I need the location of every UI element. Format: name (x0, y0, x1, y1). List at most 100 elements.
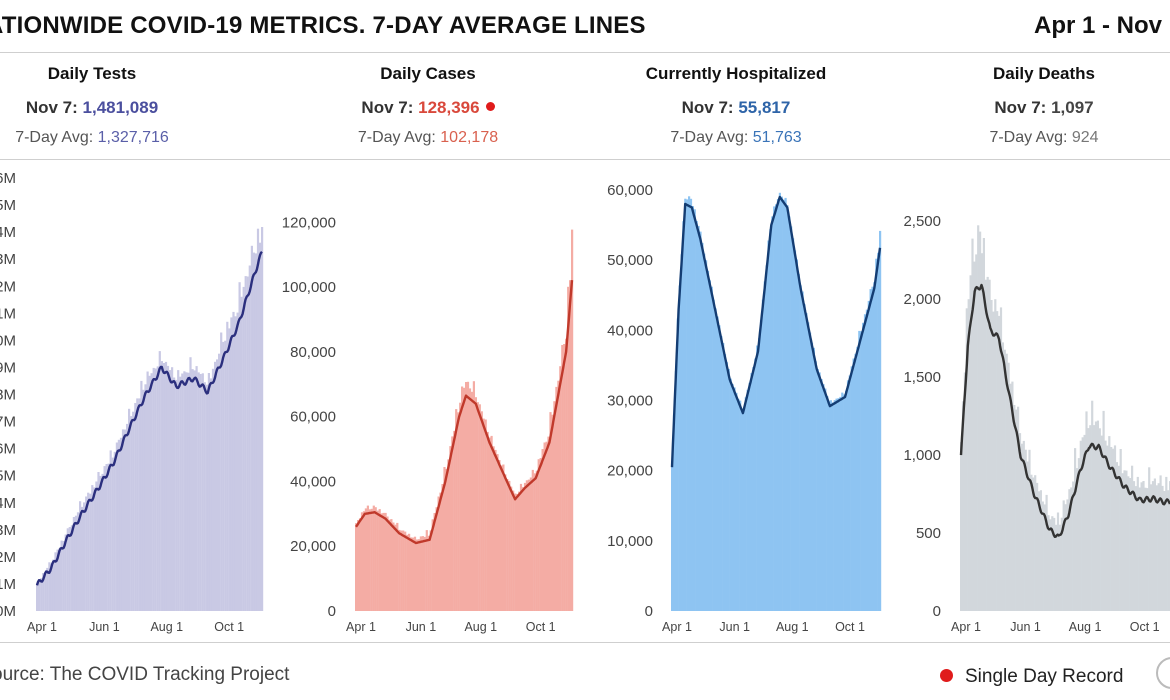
daily-bar (366, 505, 369, 611)
daily-bar (58, 548, 61, 611)
daily-bar (119, 437, 123, 611)
daily-bar (1058, 524, 1061, 611)
daily-bar (775, 204, 778, 612)
header-divider (0, 159, 1170, 160)
y-tick-label: 40,000 (290, 474, 336, 491)
daily-bar (46, 567, 49, 611)
daily-bar (818, 372, 821, 611)
daily-bar (875, 258, 878, 611)
daily-bar (506, 479, 509, 611)
daily-bar (1108, 436, 1111, 611)
daily-bar (805, 313, 808, 611)
daily-bar (209, 378, 213, 611)
metric-header-cases: Daily Cases Nov 7: 128,396 7-Day Avg: 10… (282, 53, 574, 159)
daily-bar (984, 279, 987, 611)
daily-bar (831, 402, 834, 611)
daily-bar (547, 436, 550, 611)
daily-bar (521, 487, 525, 611)
daily-bar (64, 534, 67, 611)
daily-bar (682, 221, 685, 611)
daily-bar (97, 472, 100, 611)
daily-bar (242, 286, 245, 611)
daily-bar (1015, 409, 1018, 611)
daily-bar (484, 419, 487, 611)
daily-bar (1151, 481, 1155, 611)
daily-bar (1047, 515, 1050, 611)
date-range: Apr 1 - Nov (1033, 12, 1162, 39)
daily-bar (722, 343, 725, 611)
daily-bar (761, 299, 764, 611)
daily-bar (191, 369, 194, 611)
avg-label: 7-Day Avg: (989, 129, 1068, 146)
daily-bar (42, 573, 45, 611)
record-dot-icon (485, 102, 495, 111)
daily-bar (107, 463, 110, 611)
daily-bar (85, 496, 88, 611)
x-tick-label: Oct 1 (214, 620, 244, 634)
x-tick-label: Oct 1 (1130, 620, 1160, 634)
daily-bar (358, 518, 362, 611)
daily-bar (1064, 504, 1067, 611)
y-tick-label: 80,000 (290, 344, 336, 361)
daily-bar (1062, 500, 1065, 611)
daily-bar (723, 354, 727, 611)
daily-bar (216, 359, 219, 611)
title-bar: ATIONWIDE COVID-19 METRICS. 7-DAY AVERAG… (0, 0, 1170, 53)
daily-bar (1113, 445, 1117, 611)
daily-bar (451, 436, 454, 611)
daily-bar (162, 363, 165, 611)
daily-bar (826, 395, 829, 611)
daily-bar (91, 485, 94, 611)
daily-bar (1022, 440, 1025, 611)
daily-bar (496, 454, 499, 611)
daily-bar (158, 351, 161, 611)
daily-bar (1091, 400, 1094, 611)
daily-bar (482, 418, 485, 611)
daily-bar (712, 299, 715, 611)
daily-bar (421, 536, 424, 611)
daily-bar (181, 373, 184, 611)
daily-bar (688, 196, 691, 612)
daily-bar (502, 464, 505, 611)
daily-bar (384, 512, 387, 611)
metric-latest: Nov 7: 128,396 (282, 98, 574, 118)
daily-bar (357, 520, 360, 611)
daily-bar (140, 380, 143, 611)
daily-bar (398, 529, 401, 611)
daily-bar (203, 382, 206, 611)
daily-bar (374, 507, 377, 611)
y-tick-label: 8M (0, 387, 16, 404)
daily-bar (1087, 428, 1090, 611)
daily-bar (999, 307, 1003, 611)
daily-bar (541, 449, 544, 611)
daily-bar (101, 473, 104, 611)
daily-bar (803, 304, 806, 611)
daily-bar (519, 483, 523, 611)
daily-bar (814, 361, 817, 611)
daily-bar (733, 387, 736, 611)
daily-bar (763, 281, 766, 611)
daily-bar (863, 314, 867, 611)
daily-bar (810, 342, 814, 611)
daily-bar (164, 361, 168, 611)
daily-bar (492, 446, 495, 611)
avg-value: 51,763 (752, 129, 802, 146)
daily-bar (535, 470, 538, 611)
daily-bar (468, 388, 472, 611)
x-tick-label: Aug 1 (150, 620, 183, 634)
avg-line (35, 250, 263, 586)
daily-bar (56, 549, 59, 611)
daily-bar (837, 398, 840, 611)
daily-bar (1081, 437, 1084, 611)
metric-name: Daily Cases (380, 64, 476, 83)
daily-bar (466, 381, 470, 611)
daily-bar (1148, 467, 1151, 611)
daily-bar (1045, 494, 1048, 611)
daily-bar (567, 286, 570, 611)
daily-bar (372, 505, 375, 611)
daily-bar (1123, 470, 1126, 611)
daily-bar (40, 578, 43, 611)
daily-bar (714, 308, 717, 611)
latest-value: 1,097 (1051, 98, 1094, 117)
daily-bar (1161, 485, 1164, 611)
